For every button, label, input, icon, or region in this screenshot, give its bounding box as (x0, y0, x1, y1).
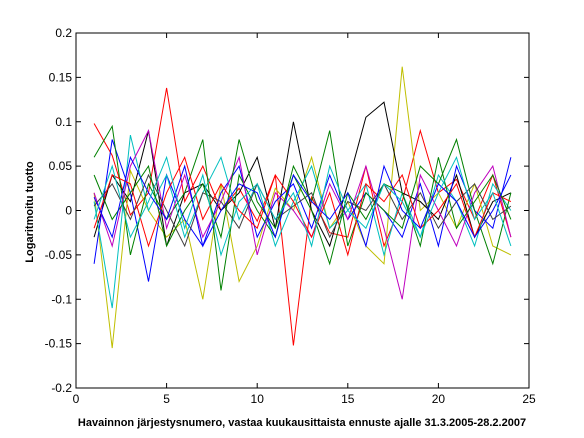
x-tick-label: 10 (251, 392, 265, 406)
series-line-7 (93, 129, 512, 300)
y-axis-label: Logaritmoitu tuotto (24, 161, 36, 263)
y-tick-label: 0.15 (49, 70, 73, 84)
series-line-1 (93, 87, 512, 346)
series-line-4 (93, 139, 512, 282)
series-line-3 (93, 101, 512, 248)
y-tick-label: 0.1 (55, 115, 72, 129)
tick-layer: 0 5 10 15 20 25 -0.2 -0.15 -0.1 -0.05 0 0.05 0.1 0.15… (45, 26, 536, 406)
y-tick-label: 0.2 (55, 26, 72, 40)
x-tick-label: 0 (73, 392, 80, 406)
x-tick-label: 15 (341, 392, 355, 406)
series-line-12 (93, 155, 512, 257)
x-tick-label: 5 (163, 392, 170, 406)
series-line-10 (93, 139, 512, 266)
series-layer (93, 66, 512, 349)
y-tick-label: -0.1 (51, 292, 72, 306)
y-tick-label: 0.05 (49, 159, 73, 173)
x-tick-label: 25 (522, 392, 536, 406)
y-tick-label: -0.15 (45, 337, 73, 351)
x-axis-label: Havainnon järjestysnumero, vastaa kuukau… (78, 417, 526, 429)
y-tick-label: -0.2 (51, 381, 72, 395)
x-tick-label: 20 (432, 392, 446, 406)
y-tick-label: 0 (65, 204, 72, 218)
y-tick-label: -0.05 (45, 248, 73, 262)
series-line-8 (93, 173, 512, 248)
plot-area (76, 33, 529, 388)
